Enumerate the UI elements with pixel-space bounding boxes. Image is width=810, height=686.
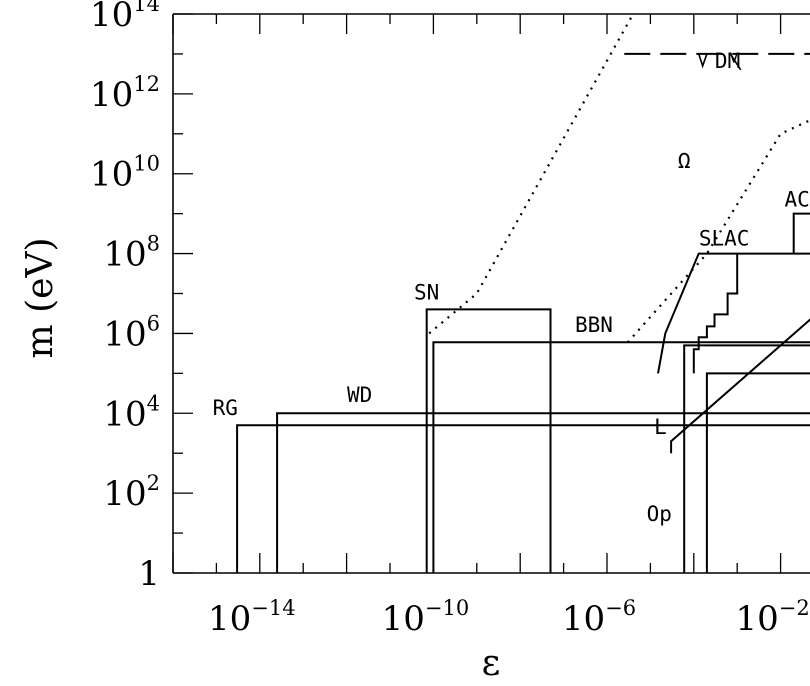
y-tick-exponent: 6 bbox=[147, 311, 160, 335]
y-tick-label: 1014 bbox=[90, 0, 160, 35]
y-tick-base: 10 bbox=[103, 235, 146, 275]
series--dotted-right bbox=[626, 119, 810, 344]
series-rg bbox=[236, 424, 810, 573]
y-tick-label: 106 bbox=[103, 311, 160, 354]
x-tick-label: 10−2 bbox=[735, 596, 809, 639]
y-tick-exponent: 10 bbox=[133, 152, 160, 176]
dm-tick-marker bbox=[729, 53, 742, 71]
x-tick-label: 10−6 bbox=[562, 596, 636, 639]
chart-series bbox=[236, 14, 810, 573]
y-tick-label: 104 bbox=[103, 391, 160, 434]
y-tick-exponent: 12 bbox=[133, 72, 160, 96]
region-label: SLAC bbox=[699, 226, 750, 250]
region-label: BBN bbox=[575, 313, 613, 337]
x-tick-exponent: −10 bbox=[425, 596, 469, 620]
x-tick-base: 10 bbox=[562, 599, 605, 639]
series-sn bbox=[425, 308, 552, 573]
y-tick-label: 1 bbox=[138, 554, 160, 594]
y-tick-exponent: 4 bbox=[147, 391, 160, 415]
y-tick-exponent: 2 bbox=[147, 471, 160, 495]
series-l bbox=[670, 318, 810, 454]
region-label: DM bbox=[715, 49, 740, 73]
y-tick-exponent: 14 bbox=[133, 0, 160, 16]
region-label: Op bbox=[647, 502, 672, 526]
y-tick-base: 10 bbox=[90, 155, 133, 195]
y-tick-label: 1012 bbox=[90, 72, 160, 115]
region-label: WD bbox=[347, 383, 372, 407]
series-slac bbox=[657, 252, 810, 374]
y-tick-base: 10 bbox=[103, 474, 146, 514]
x-tick-exponent: −6 bbox=[605, 596, 636, 620]
x-tick-label: 10−14 bbox=[208, 596, 296, 639]
region-label: SN bbox=[414, 281, 439, 305]
y-tick-base: 10 bbox=[90, 0, 133, 35]
x-tick-base: 10 bbox=[735, 599, 778, 639]
y-tick-base: 10 bbox=[90, 75, 133, 115]
region-label: RG bbox=[213, 396, 238, 420]
series-op bbox=[683, 344, 810, 573]
y-axis-title: m (eV) bbox=[20, 238, 61, 359]
y-tick-label: 102 bbox=[103, 471, 160, 514]
region-label: L bbox=[654, 415, 667, 439]
region-label: Ω bbox=[678, 149, 691, 173]
y-tick-base: 1 bbox=[138, 554, 160, 594]
y-tick-label: 1010 bbox=[90, 152, 160, 195]
series-op2 bbox=[705, 372, 810, 573]
series--dotted-left bbox=[428, 14, 635, 335]
dm-wedge-marker bbox=[697, 53, 708, 69]
series-bbn bbox=[432, 341, 810, 573]
series-ac bbox=[792, 212, 810, 254]
y-tick-base: 10 bbox=[103, 394, 146, 434]
x-tick-base: 10 bbox=[382, 599, 425, 639]
region-label: AC bbox=[784, 188, 809, 212]
y-tick-label: 108 bbox=[103, 232, 160, 275]
series-slac-staircase bbox=[692, 253, 739, 374]
series-wd bbox=[276, 412, 810, 573]
x-tick-exponent: −2 bbox=[779, 596, 810, 620]
x-tick-base: 10 bbox=[208, 599, 251, 639]
y-tick-exponent: 8 bbox=[147, 232, 160, 256]
axis-ticks bbox=[172, 13, 782, 574]
y-tick-base: 10 bbox=[103, 314, 146, 354]
x-tick-exponent: −14 bbox=[251, 596, 295, 620]
x-axis-title: ε bbox=[482, 643, 501, 684]
x-tick-label: 10−10 bbox=[382, 596, 470, 639]
